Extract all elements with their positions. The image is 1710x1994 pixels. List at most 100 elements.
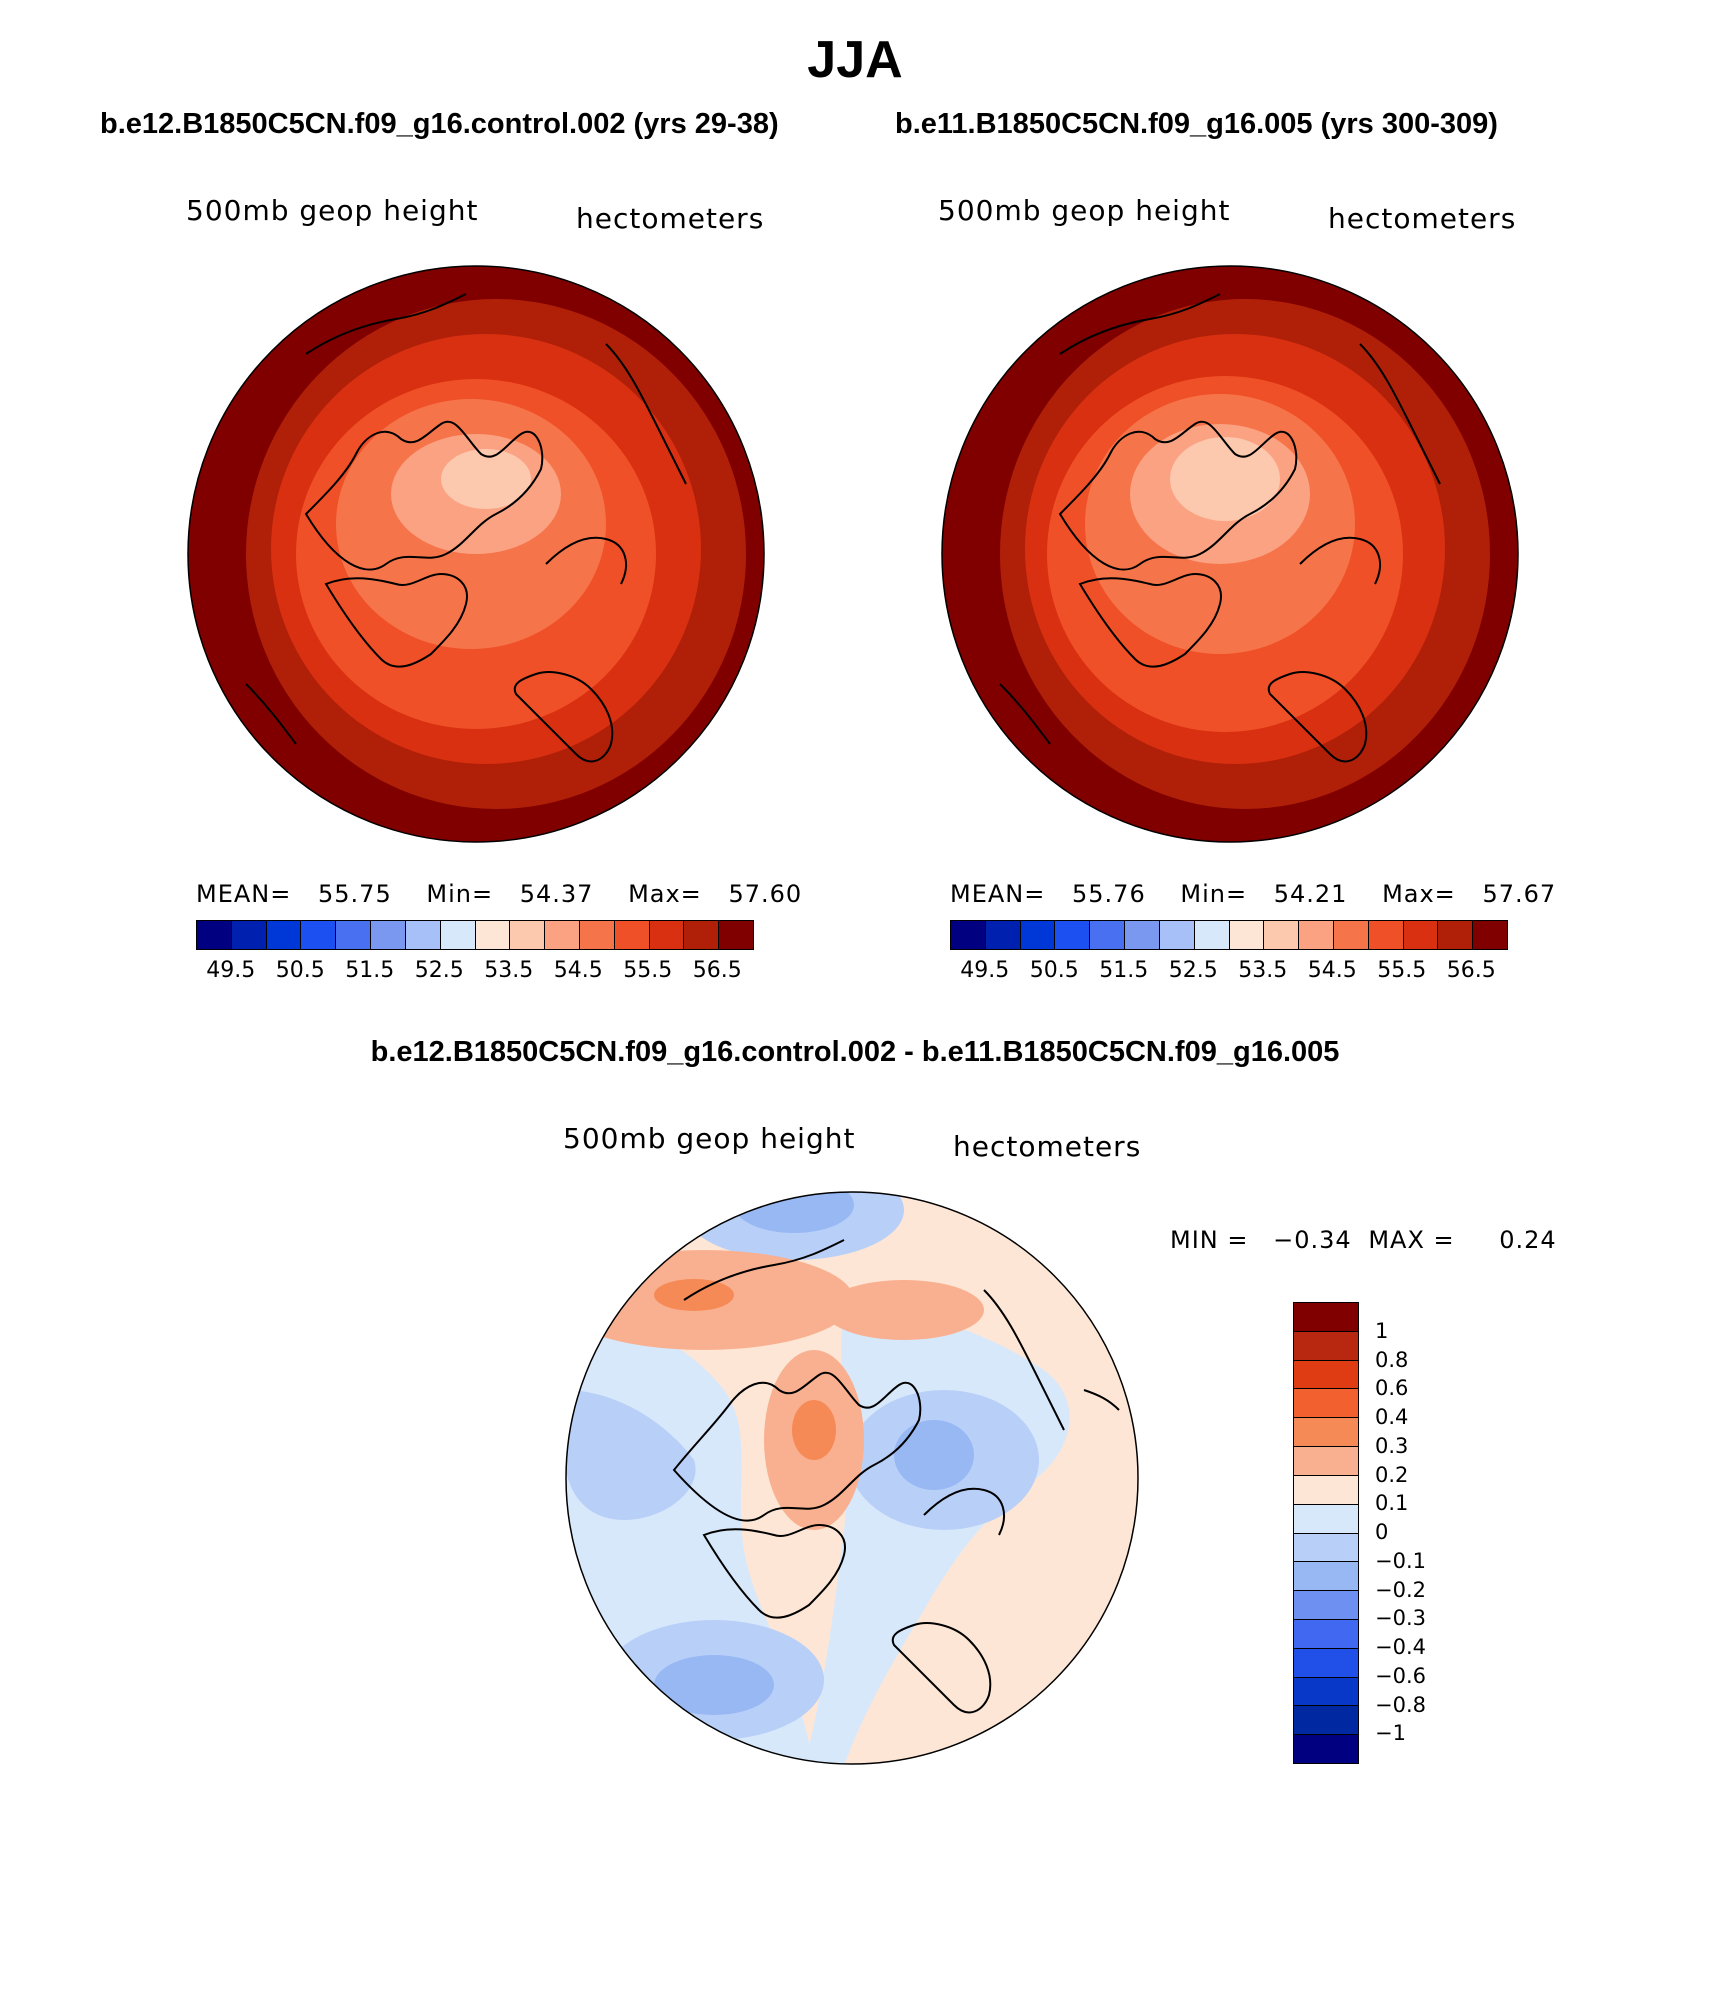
colorbar-tick-label: 56.5 bbox=[1446, 958, 1496, 983]
left-polar-map bbox=[187, 265, 765, 843]
right-colorbar-ticks: 49.5 50.5 51.5 52.5 53.5 54.5 55.5 56.5 bbox=[950, 958, 1506, 986]
mean-label: MEAN= bbox=[196, 880, 292, 908]
left-colorbar-ticks: 49.5 50.5 51.5 52.5 53.5 54.5 55.5 56.5 bbox=[196, 958, 752, 986]
contour-band-53-5 bbox=[1170, 437, 1280, 521]
colorbar-swatch bbox=[1368, 921, 1404, 949]
diff-min-label: MIN = bbox=[1170, 1226, 1249, 1254]
colorbar-swatch bbox=[1229, 921, 1265, 949]
difference-title: b.e12.B1850C5CN.f09_g16.control.002 - b.… bbox=[370, 1036, 1340, 1068]
colorbar-tick-label: 51.5 bbox=[345, 958, 395, 983]
coastlines bbox=[672, 1239, 1120, 1714]
colorbar-swatch bbox=[1473, 921, 1507, 949]
right-polar-map bbox=[941, 265, 1519, 843]
colorbar-swatch bbox=[1294, 1648, 1358, 1678]
colorbar-swatch bbox=[1403, 921, 1439, 949]
colorbar-swatch bbox=[371, 921, 406, 949]
contour-band-0-3 bbox=[792, 1400, 836, 1460]
right-units-label: hectometers bbox=[1328, 202, 1517, 235]
colorbar-tick-label: −0.1 bbox=[1375, 1548, 1426, 1573]
colorbar-tick-label: 55.5 bbox=[1377, 958, 1427, 983]
colorbar-swatch bbox=[1294, 1475, 1358, 1505]
colorbar-swatch bbox=[1294, 1303, 1358, 1332]
difference-stats: MIN = −0.34 MAX = 0.24 bbox=[1170, 1226, 1557, 1254]
left-colorbar bbox=[196, 920, 754, 950]
colorbar-swatch bbox=[545, 921, 580, 949]
colorbar-swatch bbox=[1294, 1504, 1358, 1534]
colorbar-swatch bbox=[301, 921, 337, 949]
left-variable-label: 500mb geop height bbox=[186, 194, 479, 227]
colorbar-tick-label: −0.4 bbox=[1375, 1635, 1426, 1659]
colorbar-tick-label: 0.4 bbox=[1375, 1405, 1409, 1429]
colorbar-swatch bbox=[1294, 1360, 1358, 1390]
colorbar-tick-label: 55.5 bbox=[623, 958, 673, 983]
colorbar-swatch bbox=[405, 921, 441, 949]
diff-units-label: hectometers bbox=[953, 1130, 1142, 1163]
colorbar-swatch bbox=[1294, 1619, 1358, 1649]
colorbar-tick-label: 49.5 bbox=[960, 958, 1010, 983]
diff-variable-label: 500mb geop height bbox=[563, 1122, 856, 1155]
colorbar-tick-label: 0.1 bbox=[1375, 1491, 1409, 1516]
map-boundary bbox=[565, 1191, 1139, 1765]
colorbar-swatch bbox=[336, 921, 372, 949]
colorbar-swatch bbox=[266, 921, 302, 949]
map-boundary bbox=[941, 265, 1519, 843]
colorbar-tick-label: 0.6 bbox=[1375, 1376, 1409, 1401]
colorbar-swatch bbox=[1294, 1677, 1358, 1707]
colorbar-swatch bbox=[1055, 921, 1091, 949]
colorbar-tick-label: 53.5 bbox=[484, 958, 534, 983]
contour-band-neg-0-2 bbox=[566, 1390, 696, 1520]
colorbar-tick-label: 0.2 bbox=[1375, 1462, 1409, 1487]
colorbar-swatch bbox=[951, 921, 986, 949]
min-value: 54.37 bbox=[519, 880, 594, 908]
colorbar-swatch bbox=[1438, 921, 1474, 949]
colorbar-swatch bbox=[197, 921, 232, 949]
colorbar-swatch bbox=[1294, 1706, 1358, 1736]
colorbar-swatch bbox=[1294, 1447, 1358, 1476]
colorbar-tick-label: −0.3 bbox=[1375, 1606, 1426, 1631]
min-label: Min= bbox=[426, 880, 494, 908]
difference-colorbar-ticks: 1 0.8 0.6 0.4 0.3 0.2 0.1 0 −0.1 −0.2 −0.3 −0.4 −0.6… bbox=[1375, 1302, 1495, 1762]
contour-band-neg-0-3 bbox=[894, 1420, 974, 1490]
max-value: 57.67 bbox=[1482, 880, 1557, 908]
difference-polar-map bbox=[565, 1191, 1139, 1765]
colorbar-tick-label: −0.2 bbox=[1375, 1577, 1426, 1602]
colorbar-swatch bbox=[1194, 921, 1230, 949]
colorbar-swatch bbox=[440, 921, 476, 949]
colorbar-tick-label: 1 bbox=[1375, 1318, 1389, 1343]
right-panel-title: b.e11.B1850C5CN.f09_g16.005 (yrs 300-309… bbox=[895, 108, 1498, 140]
colorbar-swatch bbox=[579, 921, 615, 949]
colorbar-swatch bbox=[1294, 1562, 1358, 1592]
colorbar-tick-label: 54.5 bbox=[553, 958, 603, 983]
colorbar-swatch bbox=[1125, 921, 1160, 949]
colorbar-tick-label: 52.5 bbox=[414, 958, 464, 983]
colorbar-swatch bbox=[231, 921, 267, 949]
colorbar-swatch bbox=[684, 921, 720, 949]
colorbar-tick-label: 50.5 bbox=[275, 958, 325, 983]
colorbar-tick-label: 0.8 bbox=[1375, 1347, 1409, 1372]
colorbar-swatch bbox=[475, 921, 511, 949]
colorbar-tick-label: 0 bbox=[1375, 1520, 1389, 1544]
colorbar-swatch bbox=[1294, 1591, 1358, 1620]
colorbar-swatch bbox=[1299, 921, 1334, 949]
diff-max-value: 0.24 bbox=[1499, 1226, 1557, 1254]
colorbar-swatch bbox=[719, 921, 753, 949]
main-title: JJA bbox=[807, 31, 903, 89]
map-boundary bbox=[187, 265, 765, 843]
max-label: Max= bbox=[1382, 880, 1456, 908]
min-value: 54.21 bbox=[1273, 880, 1348, 908]
colorbar-tick-label: 0.3 bbox=[1375, 1433, 1409, 1458]
diff-min-value: −0.34 bbox=[1273, 1226, 1352, 1254]
difference-colorbar bbox=[1293, 1302, 1359, 1764]
diff-max-label: MAX = bbox=[1368, 1226, 1455, 1254]
coastlines bbox=[245, 293, 687, 763]
left-panel-title: b.e12.B1850C5CN.f09_g16.control.002 (yrs… bbox=[100, 108, 779, 140]
colorbar-tick-label: −0.6 bbox=[1375, 1663, 1426, 1688]
colorbar-swatch bbox=[649, 921, 685, 949]
colorbar-swatch bbox=[985, 921, 1021, 949]
colorbar-tick-label: 50.5 bbox=[1029, 958, 1079, 983]
min-label: Min= bbox=[1180, 880, 1248, 908]
contour-band-0-3 bbox=[654, 1279, 734, 1311]
colorbar-tick-label: 51.5 bbox=[1099, 958, 1149, 983]
contour-band-neg-0-3 bbox=[734, 1192, 854, 1233]
colorbar-tick-label: −1 bbox=[1375, 1721, 1406, 1746]
